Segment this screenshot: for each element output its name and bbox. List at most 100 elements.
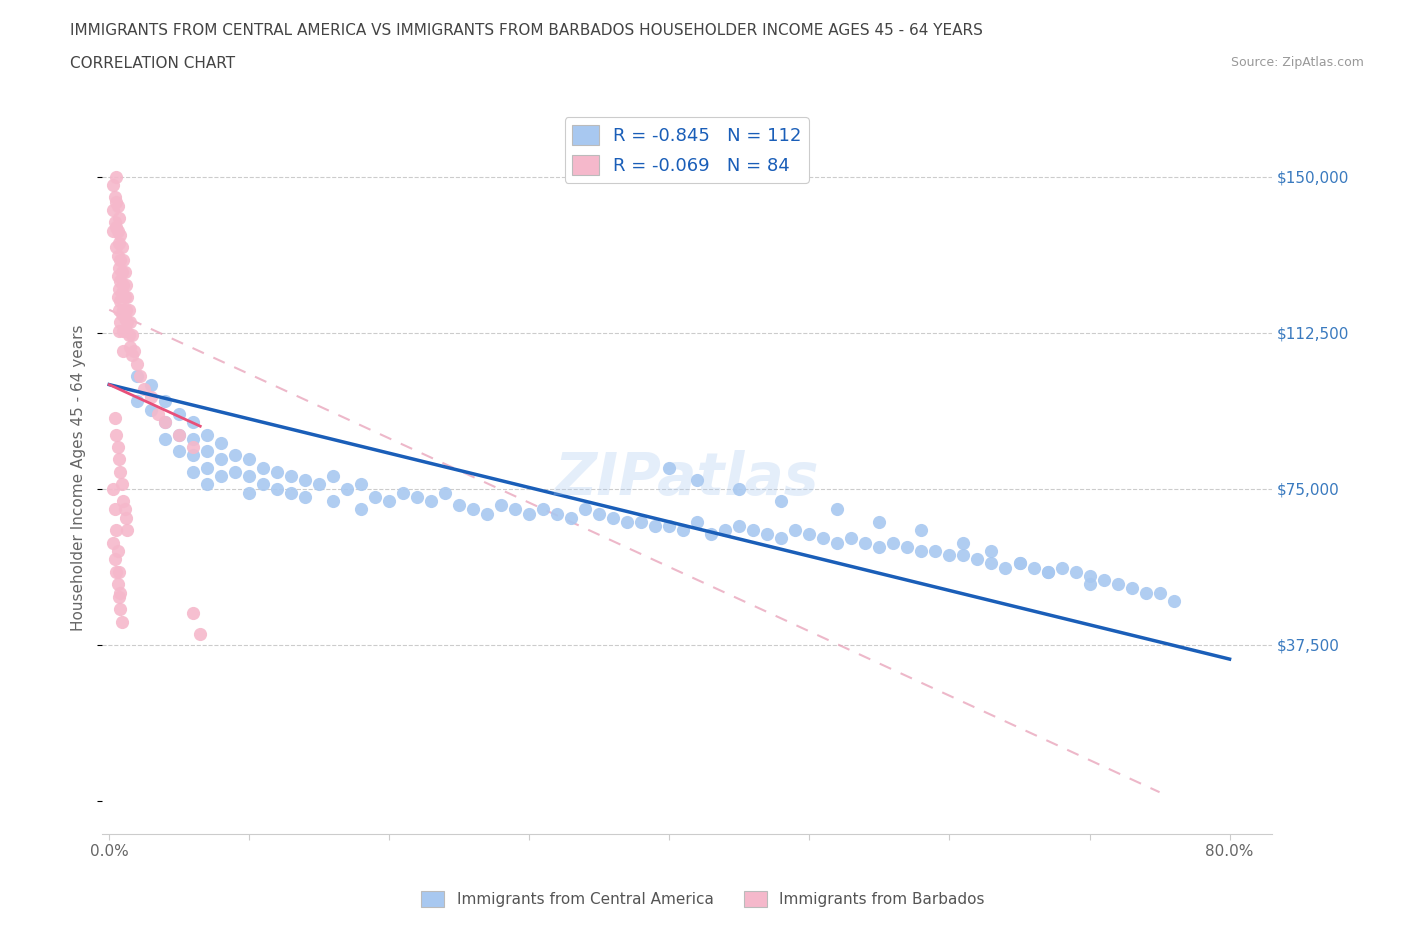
Point xyxy=(574,502,596,517)
Point xyxy=(115,277,138,292)
Point xyxy=(195,427,218,442)
Point xyxy=(167,427,190,442)
Legend: Immigrants from Central America, Immigrants from Barbados: Immigrants from Central America, Immigra… xyxy=(415,884,991,913)
Point xyxy=(994,560,1017,575)
Point xyxy=(110,273,132,288)
Point xyxy=(938,548,960,563)
Text: CORRELATION CHART: CORRELATION CHART xyxy=(70,56,235,71)
Point xyxy=(111,286,134,300)
Point xyxy=(115,323,138,338)
Point xyxy=(103,203,125,218)
Legend: R = -0.845   N = 112, R = -0.069   N = 84: R = -0.845 N = 112, R = -0.069 N = 84 xyxy=(565,117,808,182)
Point xyxy=(110,228,132,243)
Point xyxy=(111,240,134,255)
Point xyxy=(108,565,131,579)
Point xyxy=(855,535,877,550)
Point xyxy=(107,198,129,213)
Point xyxy=(924,543,946,558)
Point xyxy=(252,460,274,475)
Point xyxy=(115,302,138,317)
Point xyxy=(896,539,918,554)
Point xyxy=(658,460,681,475)
Point xyxy=(672,523,695,538)
Point xyxy=(108,590,131,604)
Point xyxy=(107,269,129,284)
Point xyxy=(155,415,177,430)
Point xyxy=(181,432,204,446)
Point xyxy=(112,277,135,292)
Point xyxy=(336,481,359,496)
Point xyxy=(1149,585,1171,600)
Point xyxy=(107,440,129,455)
Point xyxy=(378,494,401,509)
Point xyxy=(118,327,141,342)
Point xyxy=(209,452,232,467)
Point xyxy=(517,506,540,521)
Point xyxy=(141,390,163,405)
Point xyxy=(686,514,709,529)
Point xyxy=(209,435,232,450)
Point xyxy=(112,344,135,359)
Point xyxy=(167,427,190,442)
Point xyxy=(952,535,974,550)
Point xyxy=(209,469,232,484)
Point xyxy=(111,307,134,322)
Point xyxy=(107,577,129,591)
Point xyxy=(827,502,849,517)
Point xyxy=(644,519,666,534)
Point xyxy=(134,381,156,396)
Point xyxy=(238,469,260,484)
Point xyxy=(238,485,260,500)
Point xyxy=(117,314,139,329)
Point xyxy=(252,477,274,492)
Point xyxy=(167,406,190,421)
Point xyxy=(420,494,443,509)
Point xyxy=(105,565,128,579)
Point xyxy=(104,502,127,517)
Point xyxy=(110,314,132,329)
Point xyxy=(224,448,246,463)
Point xyxy=(1064,565,1087,579)
Point xyxy=(714,523,737,538)
Point xyxy=(350,477,373,492)
Point xyxy=(1050,560,1073,575)
Point xyxy=(105,240,128,255)
Point xyxy=(103,223,125,238)
Point xyxy=(110,252,132,267)
Point xyxy=(110,464,132,479)
Point xyxy=(155,432,177,446)
Point xyxy=(1036,565,1059,579)
Point xyxy=(112,494,135,509)
Point xyxy=(841,531,863,546)
Point xyxy=(1121,581,1143,596)
Point xyxy=(1163,593,1185,608)
Point xyxy=(1078,577,1101,591)
Point xyxy=(280,485,302,500)
Point xyxy=(118,302,141,317)
Point xyxy=(827,535,849,550)
Point xyxy=(124,344,146,359)
Point xyxy=(1107,577,1129,591)
Point xyxy=(1036,565,1059,579)
Point xyxy=(700,527,723,542)
Point xyxy=(104,190,127,205)
Point xyxy=(105,169,128,184)
Point xyxy=(491,498,513,512)
Point xyxy=(104,215,127,230)
Point xyxy=(294,489,316,504)
Point xyxy=(114,290,136,305)
Point xyxy=(195,460,218,475)
Point xyxy=(546,506,568,521)
Point xyxy=(103,178,125,193)
Point xyxy=(280,469,302,484)
Point xyxy=(108,323,131,338)
Point xyxy=(108,452,131,467)
Point xyxy=(181,415,204,430)
Point xyxy=(238,452,260,467)
Point xyxy=(127,356,149,371)
Point xyxy=(108,260,131,275)
Point xyxy=(882,535,904,550)
Point xyxy=(686,472,709,487)
Point xyxy=(148,406,170,421)
Point xyxy=(108,211,131,226)
